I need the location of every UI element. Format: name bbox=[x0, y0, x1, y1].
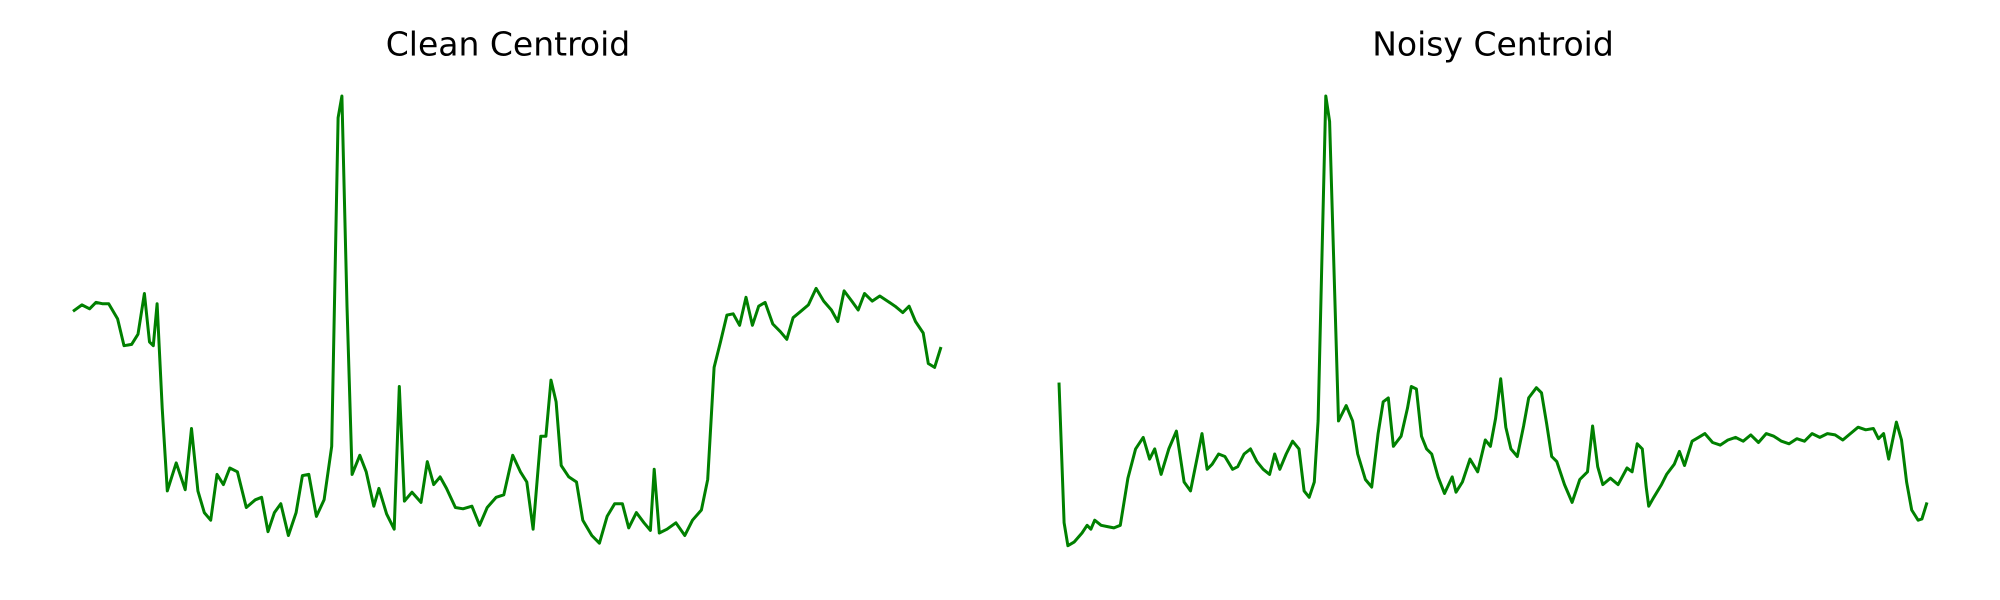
chart-title: Noisy Centroid bbox=[1372, 25, 1614, 64]
chart-title: Clean Centroid bbox=[386, 25, 631, 64]
data-line bbox=[1057, 94, 1929, 548]
data-line bbox=[72, 94, 943, 545]
